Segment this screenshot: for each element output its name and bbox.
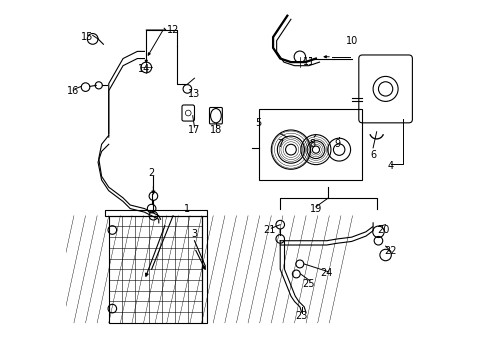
Bar xyxy=(108,216,201,323)
Text: 5: 5 xyxy=(255,118,262,128)
Text: 17: 17 xyxy=(188,125,200,135)
Text: 21: 21 xyxy=(263,225,275,235)
Text: 13: 13 xyxy=(188,89,200,99)
Text: 7: 7 xyxy=(277,139,283,149)
Text: 22: 22 xyxy=(384,247,396,256)
Text: 10: 10 xyxy=(345,36,357,46)
Text: 20: 20 xyxy=(377,225,389,235)
Text: 6: 6 xyxy=(369,150,375,160)
Bar xyxy=(105,210,206,216)
Text: 12: 12 xyxy=(166,25,179,35)
Text: 3: 3 xyxy=(191,229,197,239)
Text: 8: 8 xyxy=(309,139,315,149)
Text: 4: 4 xyxy=(387,161,393,171)
Text: 2: 2 xyxy=(148,168,154,178)
Text: 25: 25 xyxy=(302,279,314,289)
Text: 11: 11 xyxy=(302,57,314,67)
Text: 23: 23 xyxy=(295,311,307,321)
Text: 15: 15 xyxy=(81,32,93,42)
Text: 16: 16 xyxy=(67,86,79,96)
Text: 19: 19 xyxy=(309,203,322,213)
Text: 1: 1 xyxy=(184,203,190,213)
Text: 9: 9 xyxy=(334,139,340,149)
Text: 24: 24 xyxy=(320,268,332,278)
Bar xyxy=(201,216,206,323)
Text: 14: 14 xyxy=(138,64,150,74)
Bar xyxy=(258,109,362,180)
Text: 18: 18 xyxy=(209,125,222,135)
